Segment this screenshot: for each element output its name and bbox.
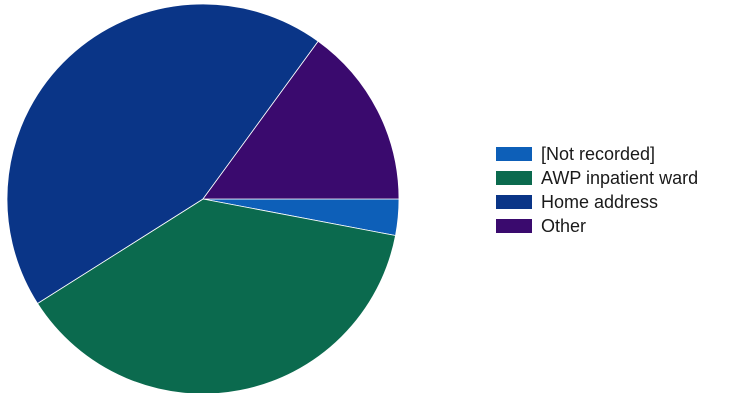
legend-swatch-awp-inpatient-ward (496, 171, 532, 185)
legend-item-awp-inpatient-ward: AWP inpatient ward (496, 166, 698, 189)
pie-slices (7, 4, 399, 393)
legend-swatch-home-address (496, 195, 532, 209)
legend-label-not-recorded: [Not recorded] (541, 145, 655, 163)
legend-label-home-address: Home address (541, 193, 658, 211)
legend-swatch-not-recorded (496, 147, 532, 161)
legend-label-awp-inpatient-ward: AWP inpatient ward (541, 169, 698, 187)
legend-swatch-other (496, 219, 532, 233)
legend-item-home-address: Home address (496, 190, 698, 213)
legend-label-other: Other (541, 217, 586, 235)
legend-item-other: Other (496, 214, 698, 237)
chart-legend: [Not recorded] AWP inpatient ward Home a… (496, 142, 698, 238)
legend-item-not-recorded: [Not recorded] (496, 142, 698, 165)
